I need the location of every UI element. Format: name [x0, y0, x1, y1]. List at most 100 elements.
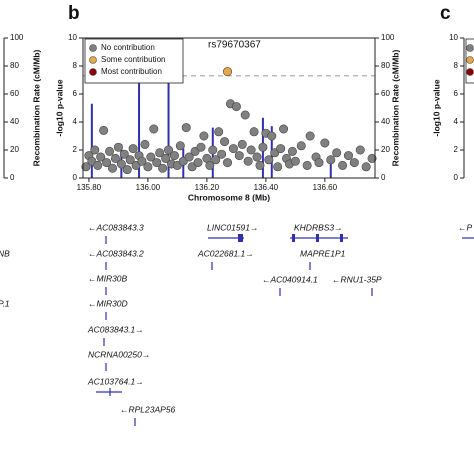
data-point [149, 124, 159, 134]
gene-label: ←MIR30B [88, 273, 128, 283]
data-point [296, 141, 306, 151]
plot-frame [82, 37, 376, 179]
y2-tick-label: 0 [381, 173, 386, 182]
side-y2-label: Recombination Rate (cM/Mb) [31, 50, 41, 167]
gene-glyph [238, 234, 243, 242]
gene-label: AC022681.1→ [197, 248, 254, 258]
legend-marker [89, 56, 97, 64]
gene-label: P.1 [0, 298, 10, 308]
panel-label: b [68, 3, 80, 24]
data-point [81, 162, 91, 172]
data-point [367, 153, 377, 163]
x-tick-label: 136.20 [195, 183, 220, 192]
gene-label: MAPRE1P1 [300, 248, 346, 258]
data-point [107, 163, 117, 173]
y2-tick-label: 40 [381, 117, 390, 126]
side-legend-marker [466, 44, 474, 52]
y2-tick-label: 80 [381, 61, 390, 70]
gene-label: AC103764.1→ [87, 376, 144, 386]
y-tick-label: 2 [73, 145, 78, 154]
side-tick-label: 4 [454, 117, 459, 126]
y-tick-label: 6 [73, 89, 78, 98]
data-point [246, 145, 256, 155]
data-point [199, 131, 209, 141]
y-tick-label: 10 [68, 33, 77, 42]
data-point [231, 102, 241, 112]
gene-label: KHDRBS3→ [294, 222, 343, 232]
data-point [264, 155, 274, 165]
gene-label: ←P [458, 222, 473, 232]
data-point [169, 151, 179, 161]
side-legend-marker [466, 56, 474, 64]
data-point [279, 124, 289, 134]
gene-label: ←MIR30D [88, 298, 128, 308]
y-axis-label: -log10 p-value [54, 79, 64, 136]
data-point [240, 110, 250, 120]
data-point [223, 67, 233, 77]
data-point [90, 145, 100, 155]
data-point [243, 156, 253, 166]
data-point [273, 162, 283, 172]
data-point [349, 158, 359, 168]
data-point [116, 159, 126, 169]
data-point [125, 155, 135, 165]
y-tick-label: 0 [73, 173, 78, 182]
data-point [314, 158, 324, 168]
data-point [113, 142, 123, 152]
data-point [175, 141, 185, 151]
data-point [137, 156, 147, 166]
data-point [234, 151, 244, 161]
gene-label: NCRNA00250→ [88, 349, 150, 359]
gene-track: ←AC083843.3 ←AC083843.2 ←MIR30B ←MIR30D … [0, 222, 474, 426]
gene-label: NB [0, 248, 10, 258]
data-point [255, 160, 265, 170]
data-point [105, 146, 115, 156]
data-point [184, 152, 194, 162]
data-point [196, 142, 206, 152]
data-point [237, 139, 247, 149]
data-point [122, 165, 132, 175]
data-point [205, 160, 215, 170]
legend-marker [89, 68, 97, 76]
data-point [93, 160, 103, 170]
data-point [305, 131, 315, 141]
gene-glyph [292, 234, 295, 242]
data-point [152, 158, 162, 168]
side-tick-label: 6 [454, 89, 459, 98]
data-point [343, 151, 353, 161]
y2-tick-label: 60 [381, 89, 390, 98]
data-point [287, 146, 297, 156]
data-point [361, 162, 371, 172]
data-point [128, 144, 138, 154]
gene-label: ←AC040914.1 [262, 274, 318, 284]
data-point [320, 138, 330, 148]
gene-glyph [340, 234, 343, 242]
gene-label: ←RPL23AP56 [120, 404, 176, 414]
data-point [158, 163, 168, 173]
side-tick-label: 2 [454, 145, 459, 154]
data-point [110, 153, 120, 163]
data-point [249, 127, 259, 137]
panel-label: c [440, 3, 451, 24]
x-tick-label: 135.80 [77, 183, 102, 192]
side-legend-marker [466, 68, 474, 76]
data-point [220, 137, 230, 147]
x-axis-label: Chromosome 8 (Mb) [188, 192, 270, 202]
data-point [211, 155, 221, 165]
y2-tick-label: 100 [381, 33, 395, 42]
y2-tick-label: 20 [381, 145, 390, 154]
data-point [140, 139, 150, 149]
data-point [258, 142, 268, 152]
side-tick-label: 10 [449, 33, 458, 42]
legend-label: Most contribution [101, 67, 162, 76]
side-tick-label: 8 [454, 61, 459, 70]
data-point [119, 149, 129, 159]
data-point [302, 160, 312, 170]
legend-label: No contribution [101, 43, 155, 52]
data-point [193, 158, 203, 168]
gene-glyph [316, 234, 319, 242]
data-point [355, 145, 365, 155]
gene-label: LINC01591→ [207, 222, 259, 232]
data-point [214, 127, 224, 137]
